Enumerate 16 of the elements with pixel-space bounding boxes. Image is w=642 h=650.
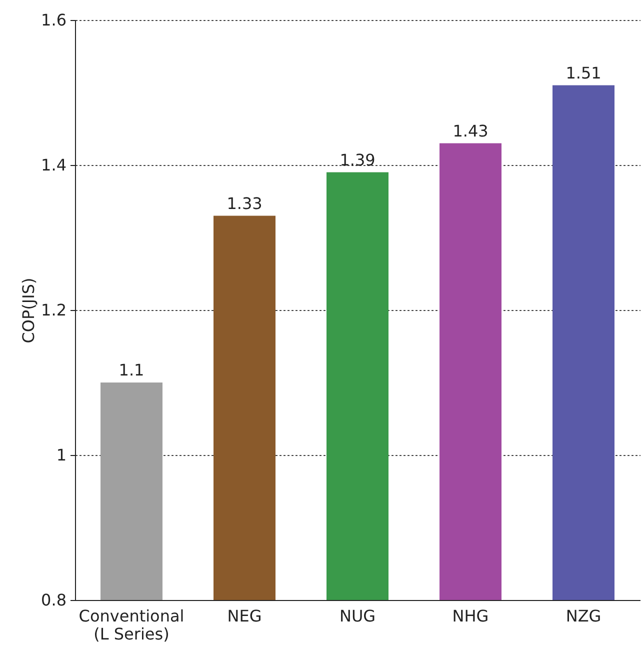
y-tick-label: 1.4 [41,156,66,174]
x-tick-label: NEG [227,606,262,626]
y-tick-label: 1 [56,446,66,464]
data-label: 1.51 [566,63,602,82]
y-tick-label: 1.2 [41,300,66,320]
y-tick-label: 0.8 [41,590,66,610]
y-axis-title: COP(JIS) [19,278,38,344]
data-label: 1.33 [226,194,262,213]
y-tick-label: 1.6 [41,10,66,30]
data-label: 1.1 [118,360,144,380]
x-tick-label: Conventional (L Series) [78,606,184,644]
x-tick-label: NHG [452,606,489,626]
data-label: 1.43 [452,121,488,140]
x-tick-label: NUG [339,606,376,626]
x-tick-label: NZG [566,606,602,626]
data-label: 1.39 [340,150,376,170]
